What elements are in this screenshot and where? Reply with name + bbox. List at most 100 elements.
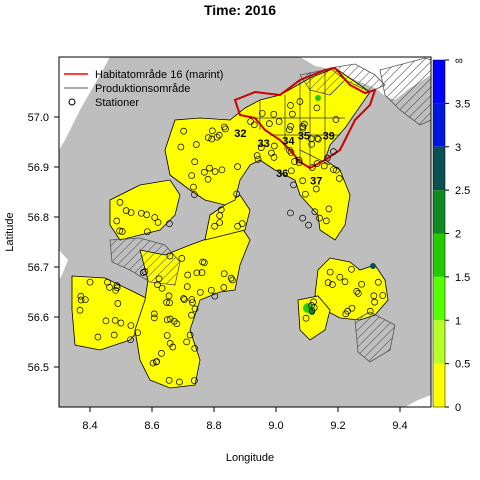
station-marker — [191, 344, 199, 352]
station-marker — [287, 148, 295, 156]
station-marker — [312, 185, 320, 193]
station-marker — [270, 110, 278, 118]
station-marker — [335, 175, 343, 182]
colorbar-tick-label: 0 — [455, 402, 461, 414]
station-marker — [311, 208, 319, 216]
sub-area-lines — [255, 70, 345, 166]
map-region: 32 33 34 35 39 36 37 — [59, 57, 431, 407]
station-marker — [324, 279, 332, 286]
x-tick-label: 9.0 — [268, 420, 283, 432]
station-marker — [163, 332, 171, 339]
station-marker — [336, 273, 344, 281]
station-marker — [102, 317, 110, 325]
station-marker — [177, 143, 185, 151]
area-label: 36 — [276, 168, 288, 180]
colorbar-segment — [433, 320, 445, 364]
station-marker — [180, 295, 187, 302]
station-marker — [289, 110, 296, 118]
y-tick-label: 56.5 — [28, 362, 49, 374]
station-marker — [77, 296, 85, 304]
x-axis-label: Longitude — [226, 452, 274, 464]
station-marker — [213, 133, 221, 141]
plot-frame — [58, 56, 432, 408]
station-marker — [150, 310, 158, 318]
station-marker — [342, 310, 350, 318]
station-marker — [77, 292, 85, 300]
area-label: 35 — [298, 131, 310, 143]
station-marker — [308, 307, 316, 315]
station-marker — [114, 300, 122, 307]
station-marker — [258, 110, 266, 117]
y-tick-label: 57.0 — [28, 112, 49, 124]
colorbar-tick-label: 2.5 — [455, 185, 470, 197]
station-marker — [211, 222, 218, 230]
station-marker — [316, 214, 323, 222]
station-marker — [169, 343, 177, 351]
station-marker — [200, 259, 208, 266]
station-marker — [200, 168, 208, 176]
station-marker — [287, 209, 294, 217]
station-marker — [154, 281, 161, 288]
station-marker — [181, 296, 188, 303]
station-marker — [113, 282, 121, 290]
area-label: 39 — [323, 131, 335, 143]
station-marker — [348, 265, 355, 273]
station-marker — [218, 166, 226, 174]
station-marker — [253, 152, 261, 159]
colorbar-tick-label: 3.5 — [455, 98, 470, 110]
station-marker — [163, 316, 171, 324]
x-tick-label: 8.6 — [144, 420, 159, 432]
colorbar-segment — [433, 233, 445, 277]
area-label: 33 — [257, 138, 269, 150]
station-marker — [165, 292, 173, 300]
station-marker — [165, 377, 173, 384]
station-marker — [183, 283, 191, 290]
station-marker — [333, 166, 340, 174]
station-marker — [166, 252, 174, 260]
station-marker — [305, 221, 312, 229]
station-marker — [325, 205, 333, 213]
station-marker — [117, 319, 125, 327]
legend-habitat-label: Habitatområde 16 (marint) — [95, 69, 223, 81]
station-marker — [233, 190, 241, 198]
water-body-west-north — [109, 179, 181, 241]
station-marker — [122, 207, 130, 214]
station-marker — [229, 276, 236, 284]
station-marker — [358, 280, 365, 288]
area-label: 37 — [310, 176, 322, 188]
station-marker — [332, 116, 340, 123]
y-axis-label: Latitude — [4, 212, 16, 251]
production-area-northeast — [379, 57, 431, 126]
station-marker — [193, 269, 201, 277]
station-marker — [211, 292, 219, 300]
area-labels: 32 33 34 35 39 36 37 — [234, 128, 335, 188]
station-marker — [191, 158, 199, 166]
station-marker — [170, 317, 178, 325]
station-marker — [308, 164, 316, 171]
station-marker — [204, 175, 212, 183]
station-marker — [143, 211, 151, 219]
station-marker — [127, 209, 135, 216]
station-marker — [198, 269, 206, 276]
station-marker — [116, 199, 124, 206]
station-marker — [257, 144, 265, 151]
station-marker — [204, 134, 212, 142]
chart-title: Time: 2016 — [204, 2, 276, 18]
station-marker — [379, 292, 387, 299]
hotspot-east — [370, 263, 376, 269]
station-marker — [322, 217, 330, 225]
station-marker — [330, 166, 337, 173]
station-marker — [329, 281, 336, 288]
station-marker — [180, 127, 188, 135]
station-marker — [127, 336, 134, 344]
station-marker — [217, 206, 225, 214]
x-axis: 8.4 8.6 8.8 9.0 9.2 9.4 — [82, 407, 408, 432]
station-marker — [127, 322, 135, 329]
station-marker — [158, 350, 165, 357]
station-marker — [207, 286, 215, 294]
station-marker — [112, 286, 120, 294]
station-marker — [149, 359, 157, 367]
station-marker — [94, 333, 102, 341]
concentration-hotspots — [303, 95, 376, 315]
